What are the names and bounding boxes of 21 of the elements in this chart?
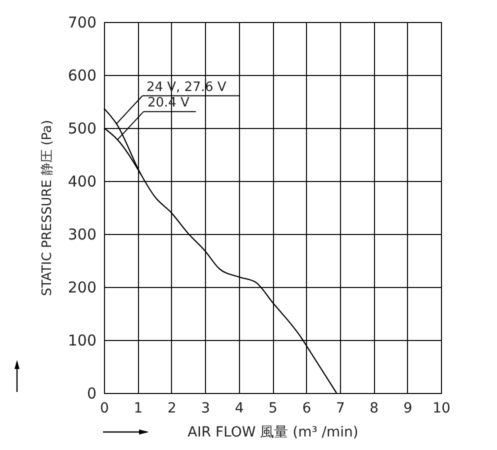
- x-tick-label: 1: [134, 400, 143, 416]
- x-tick-label: 8: [370, 400, 379, 416]
- x-tick-label: 6: [302, 400, 312, 416]
- x-tick-label: 9: [403, 400, 412, 416]
- y-tick-label: 500: [68, 120, 96, 138]
- x-tick-label: 3: [201, 400, 210, 416]
- x-tick-label: 10: [432, 400, 450, 416]
- x-tick-label: 2: [167, 400, 176, 416]
- y-tick-label: 0: [86, 384, 96, 402]
- y-tick-label: 700: [68, 14, 96, 32]
- x-tick-label: 5: [268, 400, 278, 416]
- y-tick-label: 100: [68, 332, 96, 350]
- y-tick-label: 400: [68, 172, 96, 190]
- x-tick-label: 0: [100, 400, 109, 416]
- y-axis-title: STATIC PRESSURE 静圧 (Pa): [40, 120, 55, 296]
- x-axis-title: AIR FLOW 風量 (m³ /min): [188, 424, 358, 440]
- x-tick-label: 7: [336, 400, 345, 416]
- y-tick-label: 600: [68, 66, 96, 84]
- y-tick-label: 200: [68, 278, 96, 296]
- x-tick-label: 4: [234, 400, 244, 416]
- y-tick-label: 300: [68, 226, 96, 244]
